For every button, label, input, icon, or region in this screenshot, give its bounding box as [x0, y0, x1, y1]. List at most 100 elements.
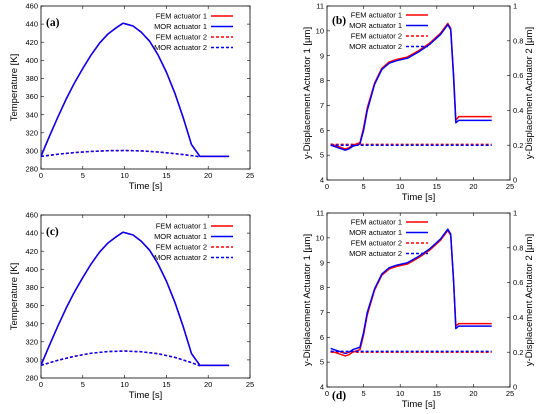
series-group [330, 228, 492, 357]
y-tick-label: 10 [316, 26, 324, 35]
x-tick-label: 10 [120, 171, 128, 180]
y-tick-label: 7 [320, 308, 324, 317]
x-tick-label: 20 [469, 389, 477, 398]
y-tick-label: 10 [316, 233, 324, 242]
series-group [330, 22, 492, 151]
panel-label: (a) [46, 17, 60, 29]
x-tick-label: 25 [506, 182, 514, 191]
x-axis-label: Time [s] [129, 390, 162, 401]
y-axis-label: y-Displacement Actuator 1 [µm] [302, 27, 313, 159]
y-tick-label: 300 [25, 146, 38, 155]
x-tick-label: 15 [433, 182, 441, 191]
legend-label: MOR actuator 2 [349, 249, 402, 258]
y-tick-label: 420 [25, 38, 38, 47]
y2-tick-label: 0.4 [513, 313, 523, 322]
panel-label: (d) [332, 390, 346, 402]
y2-tick-label: 1 [513, 209, 517, 218]
y-axis-label: y-Displacement Actuator 1 [µm] [302, 234, 313, 366]
legend-label: MOR actuator 2 [154, 253, 207, 262]
y-tick-label: 4 [320, 383, 324, 392]
y-tick-label: 320 [25, 337, 38, 346]
y-tick-label: 5 [320, 151, 324, 160]
y-tick-label: 380 [25, 74, 38, 83]
x-tick-label: 5 [81, 380, 85, 389]
panel-label: (c) [46, 226, 59, 238]
x-tick-label: 25 [246, 380, 254, 389]
y-tick-label: 400 [25, 265, 38, 274]
y-tick-label: 5 [320, 358, 324, 367]
y-tick-label: 280 [25, 165, 38, 174]
y2-tick-label: 0.8 [513, 243, 523, 252]
y2-tick-label: 0.6 [513, 71, 523, 80]
x-tick-label: 20 [204, 171, 212, 180]
legend-label: FEM actuator 2 [156, 243, 207, 252]
x-tick-label: 25 [246, 171, 254, 180]
legend-label: MOR actuator 1 [349, 21, 402, 30]
y-tick-label: 360 [25, 92, 38, 101]
series-line-mor-actuator-2 [41, 149, 200, 158]
y2-tick-label: 0.2 [513, 348, 523, 357]
series-group [41, 231, 230, 367]
y2-tick-label: 0 [513, 176, 517, 185]
y-tick-label: 11 [316, 209, 324, 218]
y-tick-label: 6 [320, 333, 324, 342]
plot-frame [40, 5, 251, 170]
y-tick-label: 320 [25, 128, 38, 137]
y-tick-label: 9 [320, 51, 324, 60]
y2-tick-label: 0.8 [513, 36, 523, 45]
x-tick-label: 10 [396, 389, 404, 398]
x-axis-label: Time [s] [129, 181, 162, 192]
legend-label: MOR actuator 2 [349, 42, 402, 51]
legend-label: MOR actuator 1 [154, 232, 207, 241]
x-tick-label: 5 [81, 171, 85, 180]
x-tick-label: 5 [362, 389, 366, 398]
y2-tick-label: 0.2 [513, 141, 523, 150]
y-tick-label: 11 [316, 2, 324, 11]
chart-panel-a: 0 5 10 15 20 25 280 300 320 340 360 380 400 420 440 460… [9, 2, 254, 192]
legend-label: MOR actuator 1 [349, 228, 402, 237]
x-tick-label: 10 [396, 182, 404, 191]
y-tick-label: 440 [25, 20, 38, 29]
y-tick-label: 460 [25, 211, 38, 220]
y-tick-label: 7 [320, 101, 324, 110]
legend-label: FEM actuator 2 [351, 32, 402, 41]
y-tick-label: 340 [25, 110, 38, 119]
y-tick-label: 8 [320, 283, 324, 292]
y-tick-label: 280 [25, 374, 38, 383]
y2-axis-label: y-Displacement Actuator 2 [µm] [524, 27, 535, 159]
plot-frame [326, 5, 511, 181]
y2-tick-label: 0 [513, 383, 517, 392]
y-tick-label: 8 [320, 76, 324, 85]
series-line-mor-actuator-1 [41, 22, 230, 158]
series-line-mor-actuator-1 [330, 228, 492, 355]
y-tick-label: 360 [25, 301, 38, 310]
x-tick-label: 25 [506, 389, 514, 398]
series-line-mor-actuator-2 [41, 350, 201, 367]
chart-panel-c: 0 5 10 15 20 25 280 300 320 340 360 380 400 420 440 460… [9, 211, 254, 401]
plot-frame [40, 214, 251, 379]
x-tick-label: 10 [120, 380, 128, 389]
series-line-mor-actuator-1 [330, 23, 492, 151]
series-group [41, 22, 230, 158]
legend-label: FEM actuator 2 [156, 33, 207, 42]
x-tick-label: 0 [325, 182, 329, 191]
panel-label: (b) [332, 15, 346, 27]
legend-label: FEM actuator 1 [156, 12, 207, 21]
x-tick-label: 15 [433, 389, 441, 398]
y-tick-label: 440 [25, 229, 38, 238]
y-tick-label: 400 [25, 56, 38, 65]
y-tick-label: 340 [25, 319, 38, 328]
plot-frame [326, 212, 511, 388]
x-tick-label: 20 [469, 182, 477, 191]
x-tick-label: 0 [325, 389, 329, 398]
y-tick-label: 460 [25, 2, 38, 11]
y-tick-label: 9 [320, 258, 324, 267]
x-tick-label: 5 [362, 182, 366, 191]
legend-label: FEM actuator 1 [156, 222, 207, 231]
legend-label: MOR actuator 1 [154, 22, 207, 31]
y2-tick-label: 0.6 [513, 278, 523, 287]
y2-tick-label: 0.4 [513, 106, 523, 115]
